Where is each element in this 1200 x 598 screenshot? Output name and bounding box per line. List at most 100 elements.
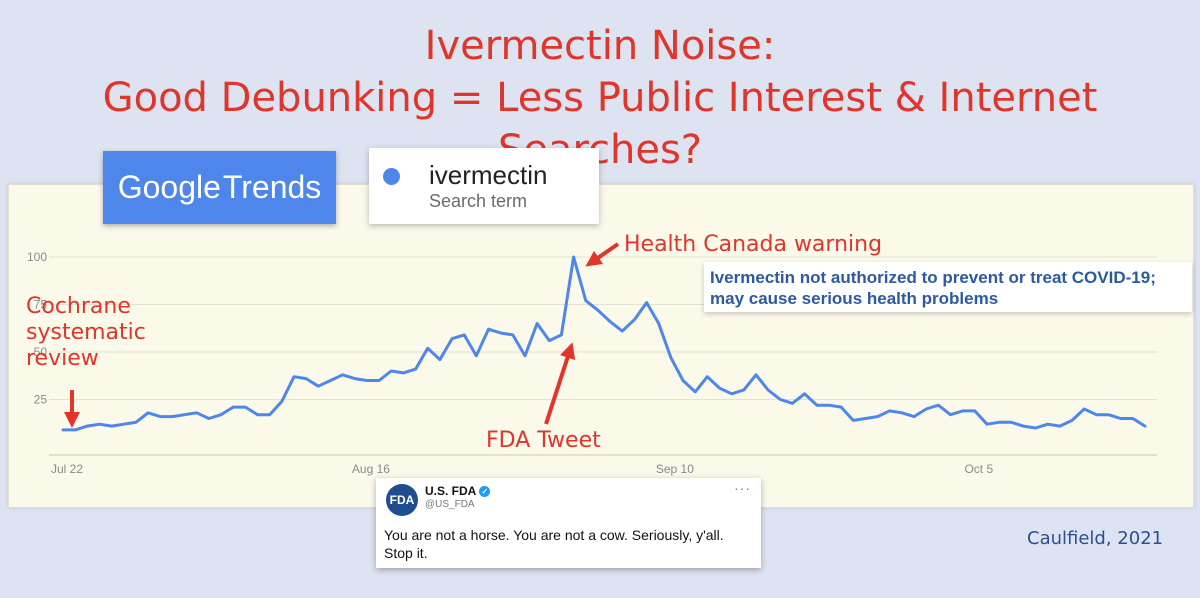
cochrane-line-1: Cochrane bbox=[26, 294, 131, 319]
data-point bbox=[1046, 423, 1049, 426]
data-point bbox=[864, 417, 867, 420]
data-point bbox=[159, 415, 162, 418]
y-tick-label: 25 bbox=[34, 393, 48, 407]
health-canada-annotation: Health Canada warning bbox=[624, 232, 883, 257]
data-point bbox=[61, 428, 65, 432]
data-point bbox=[815, 404, 818, 407]
y-tick-label: 100 bbox=[27, 250, 47, 264]
data-point bbox=[1022, 424, 1025, 428]
data-point bbox=[377, 379, 381, 382]
data-point bbox=[98, 423, 101, 426]
search-term-card[interactable]: ivermectin Search term bbox=[369, 148, 599, 224]
data-point bbox=[475, 354, 478, 357]
data-point bbox=[304, 377, 308, 380]
data-point bbox=[219, 413, 223, 416]
data-point bbox=[888, 409, 891, 413]
data-point bbox=[487, 328, 490, 331]
data-point bbox=[317, 385, 320, 388]
data-point bbox=[997, 421, 1001, 424]
data-point bbox=[1095, 413, 1098, 416]
data-point bbox=[1010, 421, 1013, 424]
data-point bbox=[572, 255, 575, 259]
data-point bbox=[730, 392, 733, 395]
data-point bbox=[1107, 413, 1110, 416]
google-trends-logo: Google Trends bbox=[103, 151, 336, 224]
data-point bbox=[633, 318, 636, 321]
data-point bbox=[718, 386, 721, 390]
tweet-text-line-2: Stop it. bbox=[384, 545, 428, 561]
x-tick-label: Oct 5 bbox=[964, 462, 993, 476]
data-point bbox=[839, 405, 843, 409]
data-point bbox=[1131, 417, 1135, 420]
x-tick-label: Aug 16 bbox=[352, 462, 390, 476]
data-point bbox=[827, 404, 831, 407]
data-point bbox=[1070, 419, 1074, 422]
data-point bbox=[608, 320, 612, 323]
data-point bbox=[985, 423, 989, 426]
data-point bbox=[645, 301, 648, 304]
data-point bbox=[183, 413, 186, 416]
data-point bbox=[86, 424, 89, 428]
data-point bbox=[232, 405, 235, 409]
y-tick-label: 75 bbox=[34, 298, 48, 312]
data-point bbox=[462, 333, 466, 337]
series-color-dot-icon bbox=[383, 168, 400, 185]
data-point bbox=[292, 375, 296, 378]
tweet-author-name[interactable]: U.S. FDA ✓ bbox=[425, 484, 491, 498]
data-point bbox=[1143, 424, 1147, 428]
title-line-2: Good Debunking = Less Public Interest & … bbox=[102, 75, 1098, 173]
tweet-handle[interactable]: @US_FDA bbox=[425, 499, 475, 510]
cochrane-line-2: systematic bbox=[26, 320, 146, 345]
data-point bbox=[949, 413, 952, 416]
data-point bbox=[390, 369, 393, 373]
verified-badge-icon: ✓ bbox=[479, 486, 491, 498]
data-point bbox=[852, 419, 855, 422]
data-point bbox=[256, 413, 259, 416]
fda-avatar[interactable]: FDA bbox=[386, 484, 418, 516]
data-point bbox=[693, 390, 697, 394]
data-point bbox=[146, 411, 150, 414]
tweet-author-label: U.S. FDA bbox=[425, 484, 477, 498]
health-canada-warning-box: Ivermectin not authorized to prevent or … bbox=[704, 262, 1192, 312]
data-point bbox=[414, 367, 417, 371]
data-point bbox=[438, 358, 442, 361]
data-point bbox=[924, 407, 928, 411]
logo-word-trends: Trends bbox=[222, 169, 322, 205]
data-point bbox=[450, 337, 454, 340]
tweet-text: You are not a horse. You are not a cow. … bbox=[384, 526, 754, 562]
data-point bbox=[402, 371, 405, 375]
data-point bbox=[329, 379, 332, 382]
more-options-icon[interactable]: ··· bbox=[734, 480, 751, 496]
data-point bbox=[353, 377, 356, 380]
data-point bbox=[548, 339, 551, 342]
warning-line-1: Ivermectin not authorized to prevent or … bbox=[710, 268, 1156, 287]
fda-tweet-card[interactable]: FDA U.S. FDA ✓ @US_FDA ··· You are not a … bbox=[376, 478, 761, 568]
cochrane-annotation: Cochrane systematic review bbox=[26, 294, 146, 372]
data-point bbox=[1034, 426, 1037, 430]
data-point bbox=[791, 402, 794, 405]
data-point bbox=[268, 413, 271, 416]
data-point bbox=[706, 375, 709, 378]
data-point bbox=[511, 333, 515, 337]
x-tick-label: Jul 22 bbox=[51, 462, 83, 476]
data-point bbox=[961, 409, 964, 413]
data-point bbox=[742, 388, 746, 392]
data-point bbox=[754, 373, 758, 376]
data-point bbox=[122, 423, 125, 426]
y-tick-label: 50 bbox=[34, 345, 48, 359]
tweet-text-line-1: You are not a horse. You are not a cow. … bbox=[384, 527, 724, 543]
data-point bbox=[171, 415, 174, 418]
data-point bbox=[207, 417, 211, 420]
series-line-ivermectin bbox=[61, 255, 1147, 432]
data-point bbox=[621, 329, 624, 333]
data-point bbox=[1058, 424, 1062, 428]
data-point bbox=[973, 409, 976, 413]
title-line-1: Ivermectin Noise: bbox=[424, 23, 776, 69]
data-point bbox=[365, 379, 369, 382]
data-point bbox=[426, 347, 429, 350]
data-point bbox=[596, 309, 600, 312]
data-point bbox=[134, 421, 138, 424]
data-point bbox=[876, 415, 879, 418]
data-point bbox=[341, 373, 344, 376]
data-point bbox=[560, 333, 563, 337]
